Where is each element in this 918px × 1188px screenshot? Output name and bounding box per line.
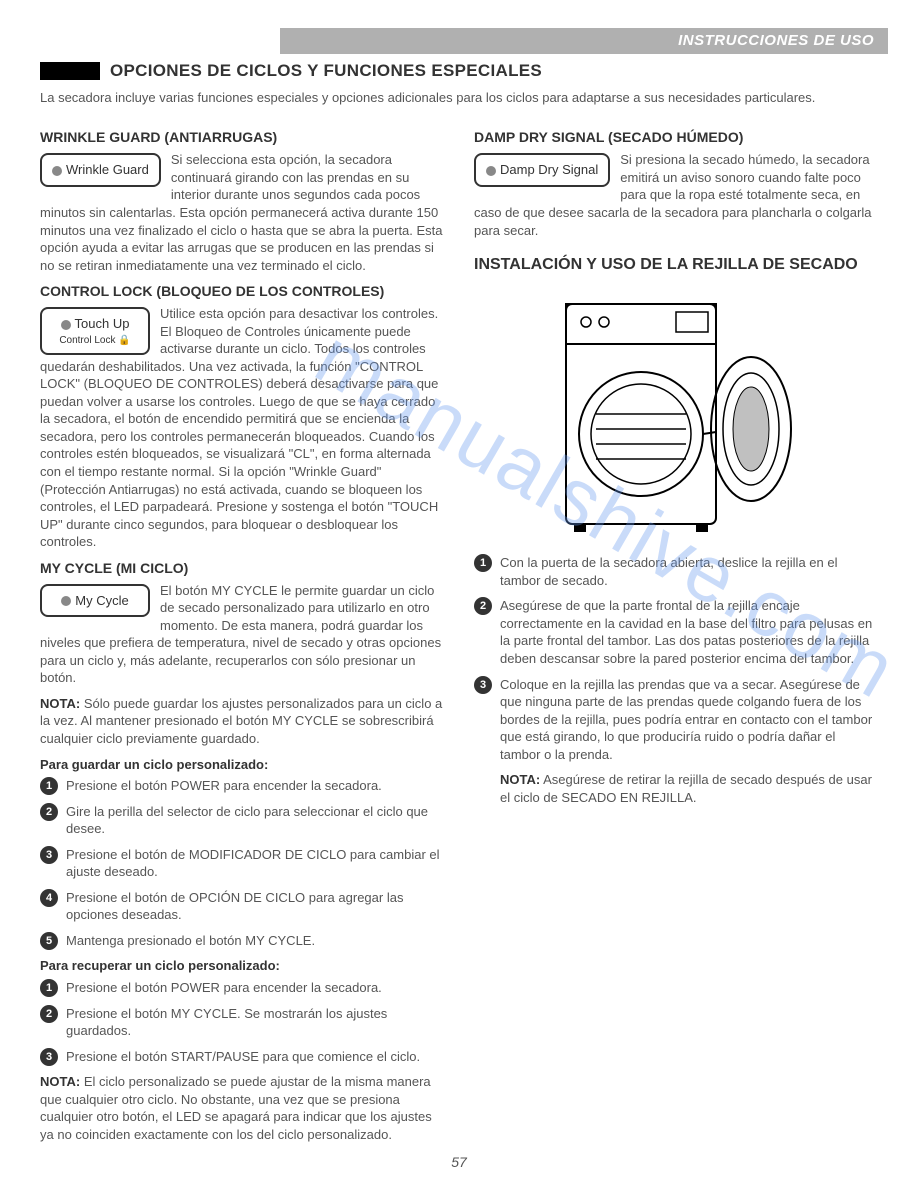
- list-item: 3 Presione el botón de MODIFICADOR DE CIC…: [40, 846, 444, 881]
- dryer-svg-icon: [536, 284, 816, 544]
- list-item: 1 Presione el botón POWER para encender l…: [40, 777, 444, 795]
- indicator-dot-icon: [486, 166, 496, 176]
- title-row: OPCIONES DE CICLOS Y FUNCIONES ESPECIALE…: [40, 60, 878, 83]
- step-number-badge: 2: [40, 803, 58, 821]
- step-number-badge: 4: [40, 889, 58, 907]
- my-cycle-title: MY CYCLE (MI CICLO): [40, 559, 444, 578]
- wrinkle-title: WRINKLE GUARD (ANTIARRUGAS): [40, 128, 444, 147]
- nota-label: NOTA:: [40, 1074, 80, 1089]
- list-item: 3 Coloque en la rejilla las prendas que …: [474, 676, 878, 807]
- step-text: Presione el botón POWER para encender la…: [66, 778, 382, 793]
- list-item: 1 Presione el botón POWER para encender l…: [40, 979, 444, 997]
- my-cycle-nota: NOTA: Sólo puede guardar los ajustes per…: [40, 695, 444, 748]
- dryer-illustration: [536, 284, 816, 544]
- page-number: 57: [0, 1153, 918, 1172]
- header-bar: INSTRUCCIONES DE USO: [280, 28, 888, 54]
- right-column: DAMP DRY SIGNAL (SECADO HÚMEDO) Damp Dry…: [474, 120, 878, 1151]
- my-cycle-button-label: My Cycle: [75, 593, 128, 608]
- my-cycle-nota2: NOTA: El ciclo personalizado se puede aj…: [40, 1073, 444, 1143]
- intro-text: La secadora incluye varias funciones esp…: [40, 89, 878, 107]
- indicator-dot-icon: [61, 596, 71, 606]
- rack-steps-list: 1 Con la puerta de la secadora abierta, d…: [474, 554, 878, 806]
- indicator-dot-icon: [61, 320, 71, 330]
- rack-title: INSTALACIÓN Y USO DE LA REJILLA DE SECAD…: [474, 255, 878, 274]
- list-item: 1 Con la puerta de la secadora abierta, d…: [474, 554, 878, 589]
- damp-dry-button-label: Damp Dry Signal: [500, 162, 598, 177]
- my-cycle-nota2-text: El ciclo personalizado se puede ajustar …: [40, 1074, 432, 1142]
- step-text: Coloque en la rejilla las prendas que va…: [500, 677, 872, 762]
- my-cycle-para: My Cycle El botón MY CYCLE le permite gu…: [40, 582, 444, 687]
- damp-dry-para: Damp Dry Signal Si presiona la secado hú…: [474, 151, 878, 239]
- my-cycle-nota-text: Sólo puede guardar los ajustes personali…: [40, 696, 442, 746]
- list-item: 2 Asegúrese de que la parte frontal de la…: [474, 597, 878, 667]
- step-number-badge: 2: [40, 1005, 58, 1023]
- touch-up-label: Touch Up: [75, 316, 130, 331]
- nota-label: NOTA:: [40, 696, 80, 711]
- step-number-badge: 3: [40, 846, 58, 864]
- step-text: Mantenga presionado el botón MY CYCLE.: [66, 933, 315, 948]
- control-lock-title: CONTROL LOCK (BLOQUEO DE LOS CONTROLES): [40, 282, 444, 301]
- rack-nota-text: Asegúrese de retirar la rejilla de secad…: [500, 772, 872, 805]
- step-number-badge: 1: [40, 777, 58, 795]
- list-item: 4 Presione el botón de OPCIÓN DE CICLO pa…: [40, 889, 444, 924]
- rack-nota: NOTA: Asegúrese de retirar la rejilla de…: [500, 771, 878, 806]
- nota-label: NOTA:: [500, 772, 540, 787]
- step-number-badge: 5: [40, 932, 58, 950]
- step-text: Con la puerta de la secadora abierta, de…: [500, 555, 837, 588]
- step-text: Gire la perilla del selector de ciclo pa…: [66, 804, 428, 837]
- step-text: Asegúrese de que la parte frontal de la …: [500, 598, 872, 666]
- save-cycle-heading: Para guardar un ciclo personalizado:: [40, 756, 444, 774]
- left-column: WRINKLE GUARD (ANTIARRUGAS) Wrinkle Guar…: [40, 120, 444, 1151]
- two-column-layout: WRINKLE GUARD (ANTIARRUGAS) Wrinkle Guar…: [40, 120, 878, 1151]
- touch-up-button: Touch Up Control Lock 🔒: [40, 307, 150, 355]
- wrinkle-guard-button: Wrinkle Guard: [40, 153, 161, 187]
- my-cycle-button: My Cycle: [40, 584, 150, 618]
- list-item: 5 Mantenga presionado el botón MY CYCLE.: [40, 932, 444, 950]
- step-text: Presione el botón MY CYCLE. Se mostrarán…: [66, 1006, 387, 1039]
- list-item: 3 Presione el botón START/PAUSE para que …: [40, 1048, 444, 1066]
- control-lock-para: Touch Up Control Lock 🔒 Utilice esta opc…: [40, 305, 444, 551]
- main-title: OPCIONES DE CICLOS Y FUNCIONES ESPECIALE…: [110, 60, 542, 83]
- step-number-badge: 3: [40, 1048, 58, 1066]
- damp-dry-button: Damp Dry Signal: [474, 153, 610, 187]
- step-text: Presione el botón de MODIFICADOR DE CICL…: [66, 847, 440, 880]
- wrinkle-para: Wrinkle Guard Si selecciona esta opción,…: [40, 151, 444, 274]
- indicator-dot-icon: [52, 166, 62, 176]
- recover-steps-list: 1 Presione el botón POWER para encender l…: [40, 979, 444, 1065]
- save-steps-list: 1 Presione el botón POWER para encender l…: [40, 777, 444, 949]
- step-text: Presione el botón START/PAUSE para que c…: [66, 1049, 420, 1064]
- page-content: OPCIONES DE CICLOS Y FUNCIONES ESPECIALE…: [40, 60, 878, 1151]
- step-text: Presione el botón de OPCIÓN DE CICLO par…: [66, 890, 403, 923]
- wrinkle-button-label: Wrinkle Guard: [66, 162, 149, 177]
- step-number-badge: 2: [474, 597, 492, 615]
- step-number-badge: 1: [40, 979, 58, 997]
- recover-cycle-heading: Para recuperar un ciclo personalizado:: [40, 957, 444, 975]
- step-text: Presione el botón POWER para encender la…: [66, 980, 382, 995]
- step-number-badge: 3: [474, 676, 492, 694]
- list-item: 2 Presione el botón MY CYCLE. Se mostrará…: [40, 1005, 444, 1040]
- control-lock-sublabel: Control Lock 🔒: [52, 334, 138, 348]
- damp-dry-title: DAMP DRY SIGNAL (SECADO HÚMEDO): [474, 128, 878, 147]
- title-black-box: [40, 62, 100, 80]
- list-item: 2 Gire la perilla del selector de ciclo p…: [40, 803, 444, 838]
- step-number-badge: 1: [474, 554, 492, 572]
